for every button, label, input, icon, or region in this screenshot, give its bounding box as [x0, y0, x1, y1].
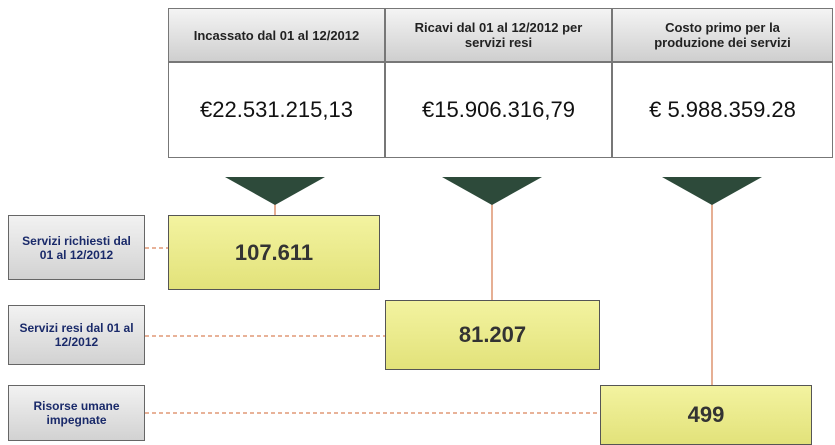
- row-value: 81.207: [385, 300, 600, 370]
- column-header: Incassato dal 01 al 12/2012: [168, 8, 385, 62]
- triangle: [225, 177, 325, 205]
- row-label: Servizi richiesti dal 01 al 12/2012: [8, 215, 145, 280]
- column-header: Costo primo per la produzione dei serviz…: [612, 8, 833, 62]
- row-value: 499: [600, 385, 812, 445]
- column-value: € 5.988.359.28: [612, 62, 833, 158]
- column-value: €15.906.316,79: [385, 62, 612, 158]
- row-label: Servizi resi dal 01 al 12/2012: [8, 305, 145, 365]
- column-value: €22.531.215,13: [168, 62, 385, 158]
- triangles: [225, 177, 762, 205]
- row-value: 107.611: [168, 215, 380, 290]
- triangle: [662, 177, 762, 205]
- dashed-lines: [145, 247, 600, 414]
- triangle: [442, 177, 542, 205]
- column-header: Ricavi dal 01 al 12/2012 per servizi res…: [385, 8, 612, 62]
- row-label: Risorse umane impegnate: [8, 385, 145, 441]
